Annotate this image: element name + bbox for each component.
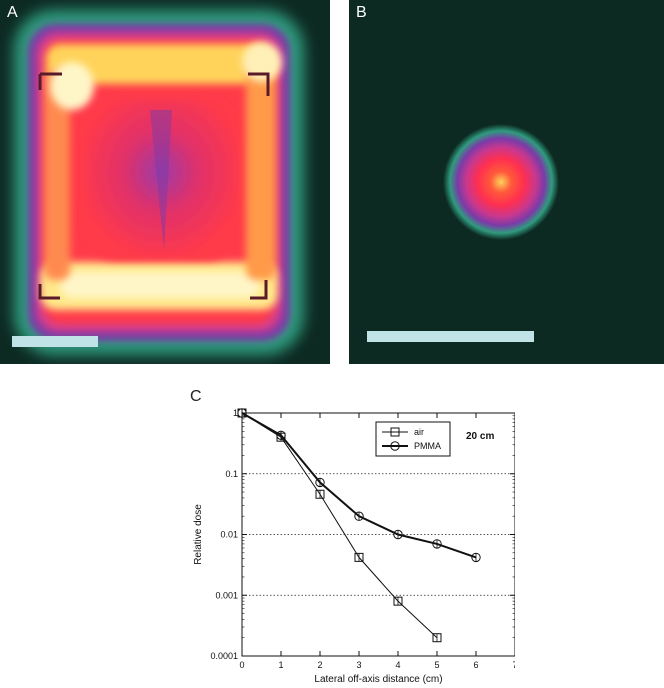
depth-annotation: 20 cm xyxy=(466,431,494,442)
corner-mark-top-right xyxy=(248,72,270,96)
series-pmma-point xyxy=(237,408,247,418)
field-right-band xyxy=(246,60,276,280)
y-tick-label: 0.001 xyxy=(215,590,238,600)
x-tick-label: 4 xyxy=(395,660,400,670)
legend-pmma-marker xyxy=(390,441,400,451)
y-axis-title: Relative dose xyxy=(193,504,204,565)
series-pmma-point xyxy=(315,477,325,488)
panel-c-letter: C xyxy=(190,388,202,405)
y-tick-label: 0.1 xyxy=(225,469,238,479)
dose-spot xyxy=(443,124,559,240)
y-axis-ticks: 1 0.1 0.01 0.001 0.0001 xyxy=(210,408,515,661)
y-tick-label: 0.01 xyxy=(220,530,238,540)
legend-pmma-label: PMMA xyxy=(414,441,441,451)
x-tick-label: 0 xyxy=(239,660,244,670)
y-tick-label: 0.0001 xyxy=(210,651,238,661)
chart-series xyxy=(237,408,481,643)
x-tick-label: 3 xyxy=(356,660,361,670)
field-bottom-core xyxy=(60,272,260,298)
corner-mark-bottom-left xyxy=(38,284,60,300)
chart-legend: air PMMA xyxy=(375,421,451,457)
hot-corner-top-left xyxy=(50,62,94,110)
x-tick-label: 2 xyxy=(317,660,322,670)
x-axis-title: Lateral off-axis distance (cm) xyxy=(314,674,442,685)
dose-profile-chart: 1 0.1 0.01 0.001 0.0001 0 1 2 3 4 5 6 7 Relative do… xyxy=(193,408,515,685)
panel-a-letter: A xyxy=(7,4,18,21)
field-left-band xyxy=(44,70,70,280)
corner-mark-bottom-right xyxy=(250,280,268,300)
scale-bar-a xyxy=(12,336,98,347)
panel-b-image: B xyxy=(349,0,664,364)
x-tick-label: 1 xyxy=(278,660,283,670)
square-field-dose-map xyxy=(14,10,304,355)
corner-mark-top-left xyxy=(38,72,62,90)
y-tick-label: 1 xyxy=(233,408,238,418)
legend-air-marker xyxy=(390,427,400,437)
panel-a-image: A xyxy=(0,0,330,364)
legend-air-label: air xyxy=(414,427,424,437)
x-tick-label: 7 xyxy=(512,660,515,670)
hot-corner-top-right xyxy=(242,42,282,82)
field-top-band xyxy=(46,44,272,84)
x-axis-ticks: 0 1 2 3 4 5 6 7 xyxy=(239,413,515,670)
circular-field-dose-map xyxy=(443,124,559,240)
legend-box xyxy=(375,421,451,457)
x-tick-label: 6 xyxy=(473,660,478,670)
series-air-line xyxy=(241,412,438,639)
center-wedge xyxy=(150,110,172,250)
scale-bar-b xyxy=(367,331,534,342)
series-pmma-point xyxy=(393,529,403,540)
panel-b-letter: B xyxy=(356,4,367,21)
x-tick-label: 5 xyxy=(434,660,439,670)
